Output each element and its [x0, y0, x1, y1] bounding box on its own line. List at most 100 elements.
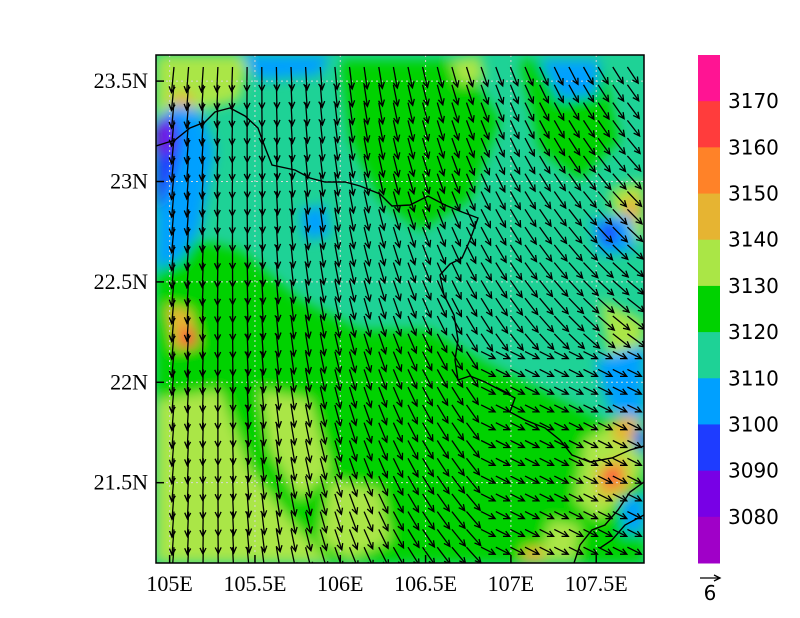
wind-vector: [524, 262, 538, 281]
wind-vector: [554, 528, 570, 538]
wind-vector: [363, 298, 372, 321]
wind-vector: [480, 137, 491, 159]
wind-vector: [392, 120, 401, 143]
wind-vector: [583, 404, 599, 413]
wind-vector: [627, 511, 643, 520]
wind-vector: [495, 120, 505, 141]
wind-vector: [319, 351, 328, 375]
wind-vector: [392, 173, 401, 196]
wind-vector: [510, 439, 526, 449]
colorbar: 3170 3160 3150 3140 3130 3120 3110 3100 3090 3080: [698, 55, 779, 564]
wind-vector: [275, 529, 283, 554]
wind-vector: [334, 369, 343, 392]
wind-vector: [480, 209, 491, 229]
wind-vector: [553, 244, 568, 263]
lat-tick-label: 22.5N: [94, 269, 149, 294]
wind-vector: [509, 120, 520, 140]
wind-vector: [304, 440, 313, 464]
wind-vector: [436, 137, 446, 160]
wind-vector: [244, 422, 252, 448]
wind-vector: [480, 191, 491, 212]
wind-vector: [229, 493, 237, 519]
wind-vector: [451, 404, 464, 424]
wind-vector: [273, 155, 281, 181]
wind-vector: [319, 529, 329, 552]
wind-vector: [334, 458, 343, 481]
wind-vector: [363, 333, 373, 356]
wind-vector: [378, 475, 389, 497]
wind-vector: [290, 404, 298, 429]
wind-vector: [539, 244, 553, 263]
wind-vector: [421, 209, 432, 231]
wind-vector: [392, 440, 404, 461]
wind-vector: [612, 262, 630, 278]
wind-vector: [199, 369, 207, 396]
wind-vector: [319, 262, 327, 286]
wind-vector: [334, 262, 342, 286]
wind-vector: [583, 315, 601, 332]
wind-vector: [363, 458, 374, 480]
wind-vector: [378, 315, 388, 338]
wind-vector: [363, 137, 371, 161]
wind-vector: [524, 475, 541, 484]
wind-vector: [198, 262, 206, 289]
wind-vector: [451, 315, 463, 336]
wind-vector: [258, 209, 267, 235]
wind-vector: [465, 84, 475, 106]
wind-vector: [612, 120, 626, 138]
wind-vector: [509, 84, 520, 105]
colorbar-label: 3140: [728, 228, 779, 252]
wind-vector: [244, 369, 252, 395]
wind-vector: [539, 208, 552, 228]
wind-vector: [244, 387, 252, 412]
wind-vector: [465, 226, 477, 247]
wind-vector: [421, 120, 431, 142]
wind-vector: [392, 458, 404, 479]
wind-vector: [465, 244, 477, 265]
colorbar-label: 3100: [728, 413, 779, 437]
wind-vector: [612, 351, 629, 360]
wind-vector: [288, 102, 296, 128]
wind-vector: [451, 369, 464, 389]
wind-vector: [597, 208, 613, 226]
wind-vector: [568, 226, 583, 245]
wind-vector: [495, 386, 512, 395]
wind-vector: [582, 155, 597, 174]
wind-vector: [465, 173, 476, 194]
wind-vector: [334, 280, 342, 304]
wind-vector: [627, 368, 643, 378]
wind-vector: [626, 244, 644, 260]
wind-vector: [392, 369, 403, 391]
wind-vector: [183, 173, 191, 201]
field-region-blue: [240, 55, 330, 80]
wind-vector: [198, 173, 206, 201]
wind-vector: [392, 226, 402, 249]
wind-vector: [421, 262, 432, 284]
lat-tick-label: 23.5N: [94, 68, 149, 93]
wind-vector: [244, 458, 252, 483]
wind-vector: [583, 351, 599, 360]
wind-vector: [451, 209, 461, 230]
wind-vector: [436, 155, 446, 177]
wind-vector: [597, 333, 616, 349]
wind-vector: [213, 138, 221, 165]
wind-vector: [524, 493, 541, 502]
wind-vector: [436, 386, 449, 407]
wind-vector: [524, 66, 534, 87]
wind-vector: [495, 208, 507, 229]
wind-vector: [524, 173, 536, 193]
wind-vector: [451, 262, 462, 283]
wind-vector: [612, 315, 631, 331]
wind-vector: [568, 475, 585, 484]
lon-tick-label: 105.5E: [223, 571, 286, 596]
wind-vector: [378, 102, 386, 126]
wind-vector: [288, 155, 296, 181]
wind-vector: [334, 475, 343, 499]
wind-vector: [553, 102, 565, 122]
wind-vector: [319, 315, 327, 340]
colorbar-swatch: [698, 101, 720, 148]
lon-tick-label: 106.5E: [394, 571, 457, 596]
wind-vector: [183, 244, 191, 272]
wind-vector: [597, 511, 614, 520]
longitude-axis: 105E 105.5E 106E 106.5E 107E 107.5E: [146, 555, 628, 596]
